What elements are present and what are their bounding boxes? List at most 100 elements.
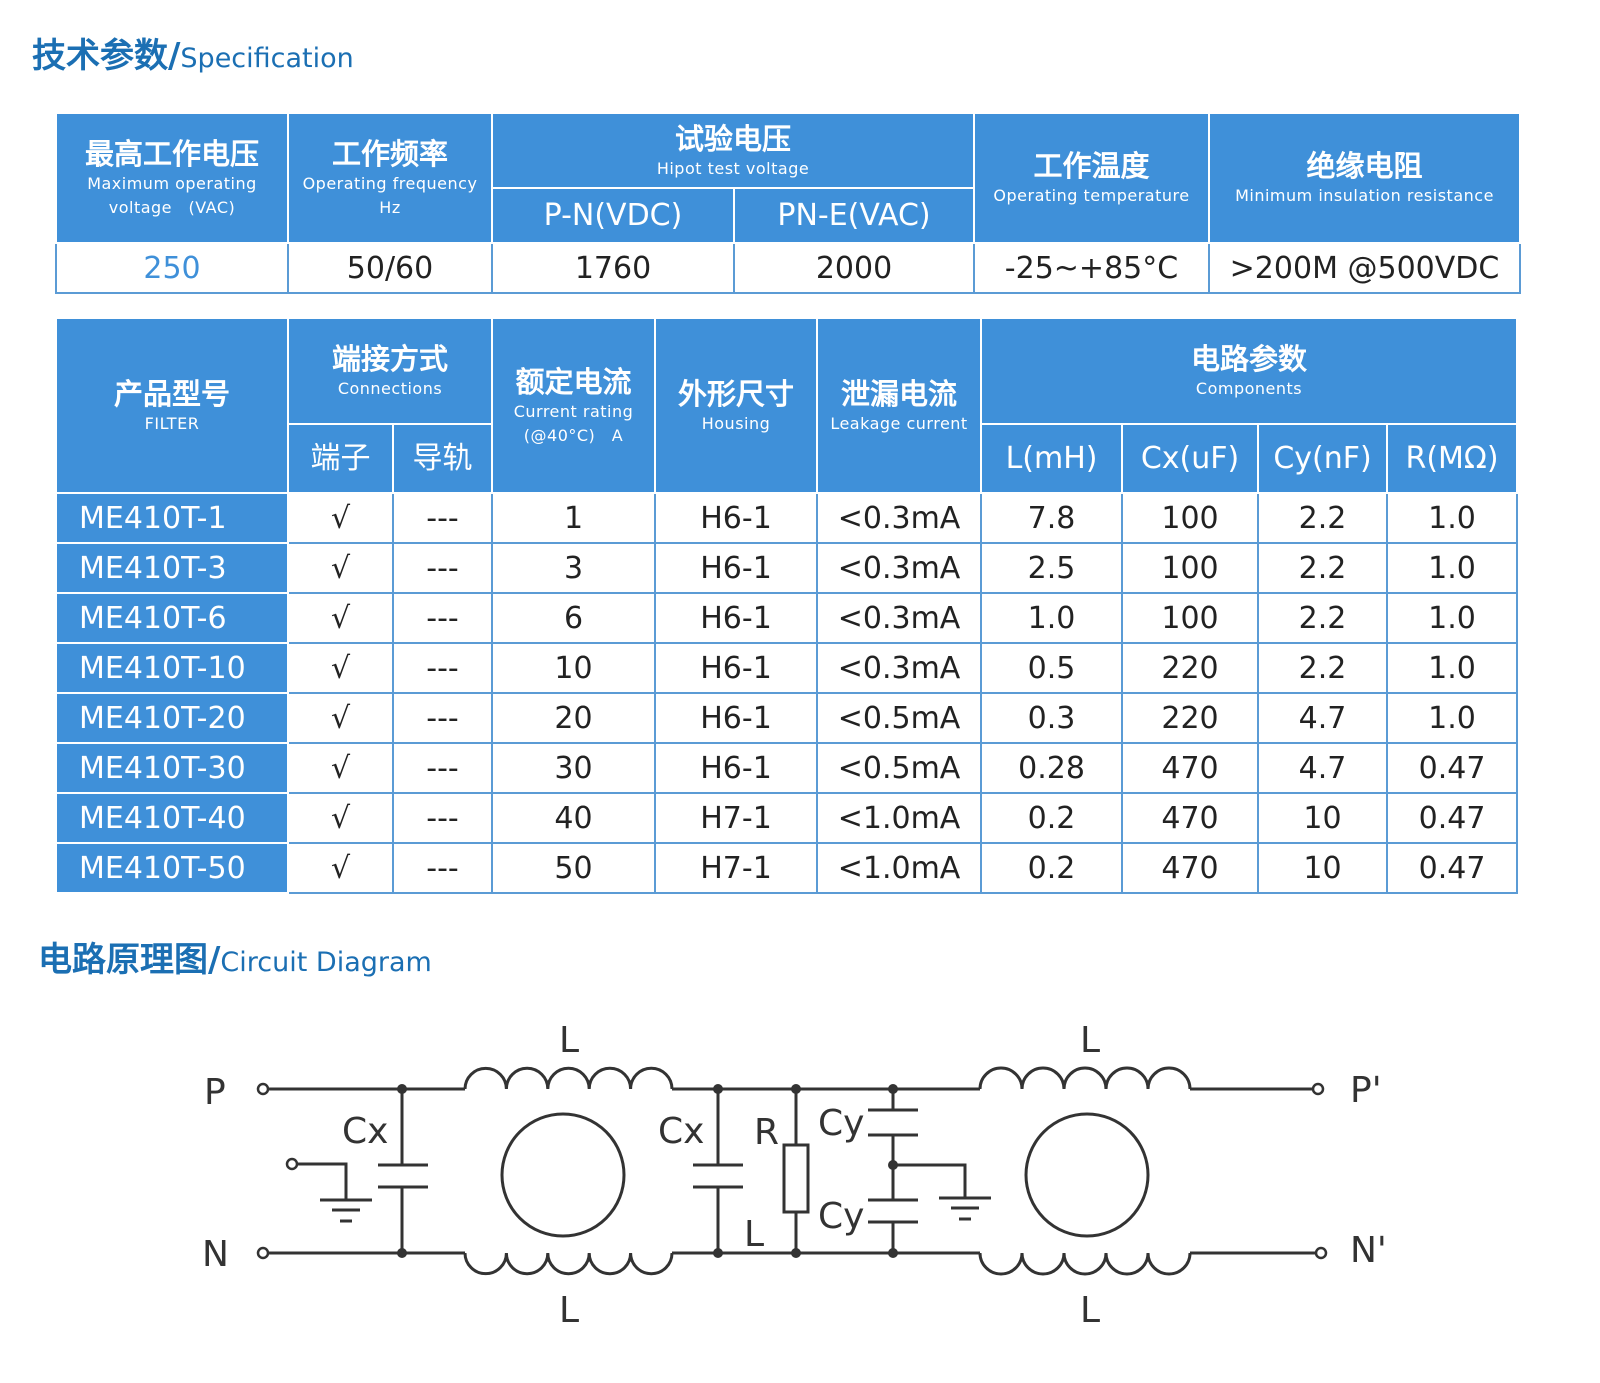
table-row: ME410T-50 √ --- 50 H7-1 <1.0mA 0.2 470 10 0.47 — [55, 842, 1519, 894]
circuit-section-title: 电路原理图/Circuit Diagram — [38, 932, 432, 981]
capacitor-cx1 — [378, 1163, 428, 1189]
label-l: L — [559, 1290, 579, 1331]
header-pne-label: PN-E(VAC) — [777, 197, 931, 233]
header-cn: 产品型号 — [113, 376, 230, 411]
header-hipot: 试验电压 Hipot test voltage — [491, 112, 975, 189]
model-cell: ME410T-10 — [55, 642, 289, 694]
cx-cell: 100 — [1121, 592, 1260, 644]
l-cell: 0.2 — [980, 842, 1124, 894]
header-en: FILTER — [144, 413, 200, 433]
label: Cx(uF) — [1140, 440, 1240, 476]
label: 导轨 — [412, 440, 473, 476]
junction-dot — [713, 1084, 723, 1094]
header-r: R(MΩ) — [1386, 423, 1519, 494]
r-cell: 0.47 — [1386, 842, 1519, 894]
cx-cell: 220 — [1121, 692, 1260, 744]
label-p: P — [204, 1072, 226, 1113]
header-en: Leakage current — [830, 413, 968, 433]
value-pn: 1760 — [491, 242, 735, 294]
model-cell: ME410T-3 — [55, 542, 289, 594]
header-max-voltage: 最高工作电压 Maximum operating voltage (VAC) — [55, 112, 289, 244]
header-en: Operating frequency — [302, 174, 478, 193]
product-table: 产品型号 FILTER 端接方式 Connections 额定电流 Curren… — [55, 317, 1519, 894]
cy-cell: 4.7 — [1257, 692, 1389, 744]
inductor-top-left — [463, 1066, 674, 1090]
l-cell: 2.5 — [980, 542, 1124, 594]
header-en: Hz — [379, 198, 401, 217]
current-cell: 40 — [491, 792, 657, 844]
leakage-cell: <0.3mA — [816, 542, 983, 594]
housing-cell: H6-1 — [654, 742, 819, 794]
label-l: L — [1080, 1020, 1100, 1061]
label-r: R — [754, 1112, 779, 1153]
l-cell: 0.28 — [980, 742, 1124, 794]
header-cn: 工作温度 — [1033, 149, 1150, 183]
housing-cell: H6-1 — [654, 592, 819, 644]
core-left — [500, 1112, 626, 1238]
junction-dot — [713, 1248, 723, 1258]
header-en: voltage (VAC) — [108, 198, 236, 217]
terminal-cell: √ — [287, 542, 394, 594]
header-cn: 工作频率 — [331, 137, 448, 171]
junction-dot — [791, 1084, 801, 1094]
leakage-cell: <0.3mA — [816, 642, 983, 694]
model-cell: ME410T-40 — [55, 792, 289, 844]
header-en: Housing — [701, 413, 771, 433]
header-model: 产品型号 FILTER — [55, 317, 289, 494]
header-cx: Cx(uF) — [1121, 423, 1260, 494]
r-cell: 1.0 — [1386, 642, 1519, 694]
l-cell: 1.0 — [980, 592, 1124, 644]
header-cn: 端接方式 — [332, 342, 449, 376]
table-row: ME410T-1 √ --- 1 H6-1 <0.3mA 7.8 100 2.2 1.0 — [55, 492, 1519, 544]
header-en: Connections — [337, 379, 443, 398]
current-cell: 6 — [491, 592, 657, 644]
label: 端子 — [310, 440, 371, 476]
terminal-cell: √ — [287, 642, 394, 694]
current-cell: 20 — [491, 692, 657, 744]
r-cell: 1.0 — [1386, 692, 1519, 744]
current-cell: 30 — [491, 742, 657, 794]
cy-cell: 2.2 — [1257, 492, 1389, 544]
junctions — [397, 1084, 898, 1258]
header-pne: PN-E(VAC) — [733, 187, 975, 244]
cx-cell: 220 — [1121, 642, 1260, 694]
header-cn: 绝缘电阻 — [1306, 149, 1423, 183]
label-l: L — [559, 1020, 579, 1061]
rail-cell: --- — [391, 842, 494, 894]
spec-table: 最高工作电压 Maximum operating voltage (VAC) 工… — [55, 112, 1521, 294]
terminal-cell: √ — [287, 792, 394, 844]
label-n-out: N' — [1350, 1230, 1387, 1271]
header-rail: 导轨 — [391, 423, 494, 494]
rail-cell: --- — [391, 692, 494, 744]
circuit-labels: P N P' N' L L L L L Cx Cx R Cy Cy — [202, 1020, 1387, 1331]
circuit-title-cn: 电路原理图/ — [38, 940, 221, 980]
value-insulation: >200M @500VDC — [1208, 242, 1521, 294]
value-temperature: -25~+85°C — [973, 242, 1210, 294]
leakage-cell: <0.3mA — [816, 492, 983, 544]
header-components: 电路参数 Components — [980, 317, 1519, 425]
label: R(MΩ) — [1405, 440, 1499, 476]
housing-cell: H6-1 — [654, 542, 819, 594]
table-row: ME410T-30 √ --- 30 H6-1 <0.5mA 0.28 470 4.7 0.47 — [55, 742, 1519, 794]
junction-dot — [888, 1084, 898, 1094]
junction-dot — [397, 1248, 407, 1258]
model-cell: ME410T-20 — [55, 692, 289, 744]
header-leakage: 泄漏电流 Leakage current — [816, 317, 983, 494]
cy-cell: 10 — [1257, 792, 1389, 844]
header-l: L(mH) — [980, 423, 1124, 494]
cx-cell: 470 — [1121, 842, 1260, 894]
leakage-cell: <0.3mA — [816, 592, 983, 644]
header-cn: 试验电压 — [674, 121, 791, 156]
terminal-cell: √ — [287, 842, 394, 894]
table-row: ME410T-10 √ --- 10 H6-1 <0.3mA 0.5 220 2.2 1.0 — [55, 642, 1519, 694]
value-frequency: 50/60 — [287, 242, 493, 294]
wires — [268, 1087, 1316, 1255]
rail-cell: --- — [391, 742, 494, 794]
r-cell: 0.47 — [1386, 742, 1519, 794]
header-cy: Cy(nF) — [1257, 423, 1389, 494]
terminal-cell: √ — [287, 492, 394, 544]
current-cell: 3 — [491, 542, 657, 594]
l-cell: 7.8 — [980, 492, 1124, 544]
inductor-bottom-left — [463, 1252, 674, 1276]
